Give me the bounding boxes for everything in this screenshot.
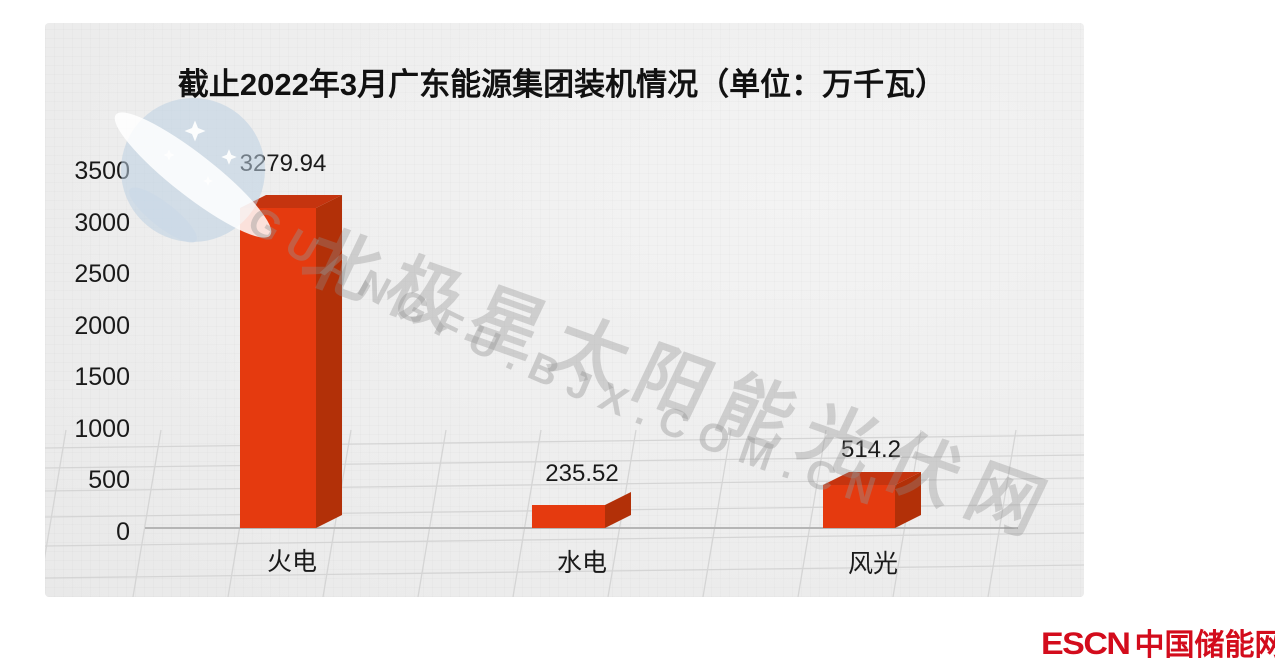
- y-tick: 500: [88, 466, 130, 494]
- category-label-hydro: 水电: [557, 549, 607, 577]
- bar-wind-solar: [823, 472, 921, 528]
- bar-top-face: [240, 195, 342, 208]
- bar-front-face: [240, 208, 316, 528]
- category-label-wind-solar: 风光: [848, 550, 898, 578]
- y-tick: 2000: [74, 312, 130, 340]
- y-axis-ticks: 3500 3000 2500 2000 1500 1000 500 0: [74, 157, 130, 546]
- bjx-logo-icon: [114, 98, 272, 243]
- value-label-hydro: 235.52: [545, 460, 618, 487]
- y-tick: 0: [116, 518, 130, 546]
- bar-hydro-power: [532, 492, 631, 528]
- escn-logo-text: ESCN: [1041, 626, 1131, 662]
- category-labels: 火电 水电 风光: [267, 548, 898, 578]
- bar-front-face: [823, 485, 895, 528]
- y-tick: 2500: [74, 260, 130, 288]
- chart-canvas: 截止2022年3月广东能源集团装机情况（单位：万千瓦） 3500 3000 25…: [37, 67, 1085, 598]
- y-tick: 3500: [74, 157, 130, 185]
- chart-title: 截止2022年3月广东能源集团装机情况（单位：万千瓦）: [178, 67, 946, 102]
- chart-panel: 截止2022年3月广东能源集团装机情况（单位：万千瓦） 3500 3000 25…: [37, 23, 1085, 598]
- y-tick: 1000: [74, 415, 130, 443]
- star-icons: [163, 120, 237, 186]
- escn-brand-logo: ESCN 中国储能网: [1041, 620, 1275, 664]
- watermark-cn-text: 北极星太阳能光伏网: [290, 217, 1071, 554]
- y-tick: 3000: [74, 209, 130, 237]
- bar-top-face: [823, 472, 921, 485]
- bar-front-face: [532, 505, 605, 528]
- escn-logo-cn-text: 中国储能网: [1134, 629, 1275, 662]
- category-label-thermal: 火电: [267, 548, 317, 576]
- bar-thermal-power: [240, 195, 342, 528]
- bar-side-face: [316, 195, 342, 528]
- value-label-wind-solar: 514.2: [841, 436, 901, 463]
- data-labels: 3279.94 235.52 514.2: [240, 150, 901, 487]
- bar-side-face: [605, 492, 631, 528]
- bar-side-face: [895, 472, 921, 528]
- y-tick: 1500: [74, 363, 130, 391]
